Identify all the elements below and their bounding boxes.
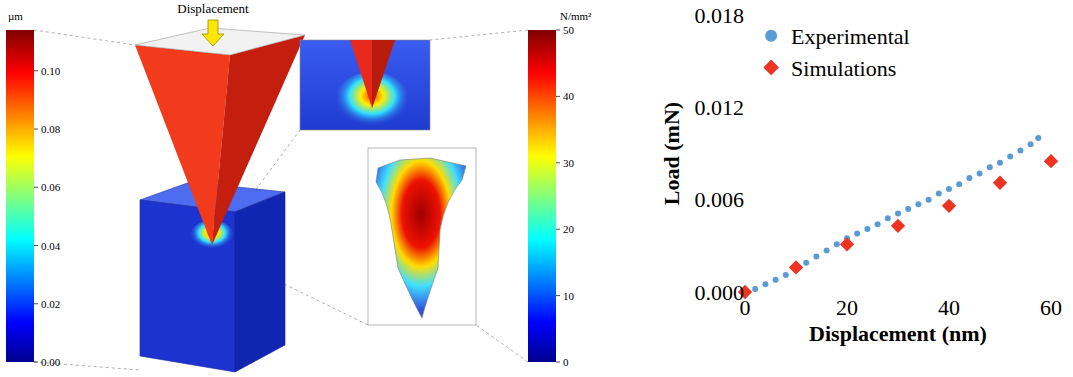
- svg-text:0.04: 0.04: [41, 240, 61, 252]
- svg-text:0.00: 0.00: [41, 356, 61, 368]
- svg-text:0: 0: [740, 295, 751, 320]
- svg-text:0.02: 0.02: [41, 298, 60, 310]
- svg-text:40: 40: [563, 90, 575, 102]
- svg-text:10: 10: [563, 290, 575, 302]
- svg-text:0.06: 0.06: [41, 181, 61, 193]
- svg-text:Displacement: Displacement: [177, 1, 249, 16]
- svg-text:20: 20: [563, 223, 575, 235]
- svg-text:40: 40: [938, 295, 960, 320]
- svg-text:N/mm²: N/mm²: [560, 10, 592, 22]
- svg-text:Experimental: Experimental: [791, 24, 910, 49]
- svg-text:µm: µm: [8, 10, 23, 22]
- svg-text:0.006: 0.006: [695, 187, 745, 212]
- svg-text:0.012: 0.012: [695, 95, 745, 120]
- svg-text:50: 50: [563, 24, 575, 36]
- svg-text:0: 0: [563, 356, 569, 368]
- svg-text:Simulations: Simulations: [791, 56, 896, 81]
- svg-text:0.08: 0.08: [41, 123, 61, 135]
- svg-text:0.10: 0.10: [41, 65, 61, 77]
- svg-text:30: 30: [563, 157, 575, 169]
- svg-text:Load (mN): Load (mN): [659, 102, 684, 205]
- svg-text:60: 60: [1040, 295, 1062, 320]
- svg-text:0.018: 0.018: [695, 3, 745, 28]
- svg-text:20: 20: [836, 295, 858, 320]
- svg-text:0.000: 0.000: [695, 280, 745, 305]
- svg-text:Displacement (nm): Displacement (nm): [809, 321, 987, 346]
